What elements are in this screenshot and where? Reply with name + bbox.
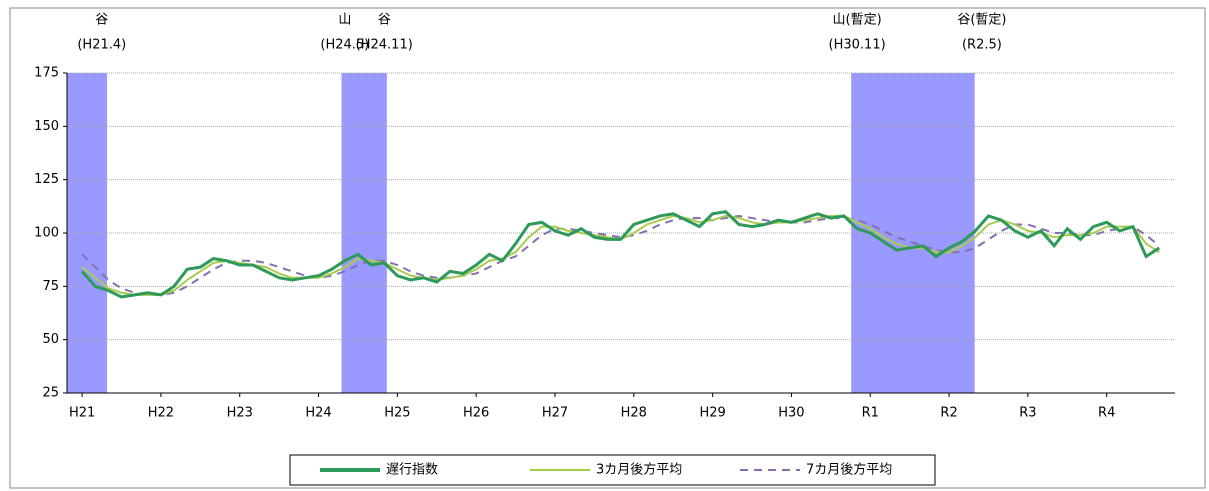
x-tick-label: H27 [542,406,568,421]
y-tick-label: 175 [34,66,59,81]
legend-label: 3カ月後方平均 [596,462,682,478]
recession-band [341,73,387,393]
y-tick-label: 25 [42,386,59,401]
x-tick-label: H25 [384,406,410,421]
legend-box [289,454,936,486]
annotation-date: (H24.5) [320,38,369,53]
x-tick-label: H24 [305,406,331,421]
legend-label: 遅行指数 [386,463,438,478]
x-tick-label: H21 [69,406,95,421]
series-line [80,210,1161,299]
annotation-mark: 谷 [95,13,108,28]
x-tick-label: R4 [1098,406,1115,421]
x-tick-label: R1 [862,406,879,421]
annotation-mark: 谷(暫定) [957,13,1006,28]
y-tick-label: 150 [34,119,59,134]
x-tick-label: H30 [778,406,804,421]
x-tick-label: R3 [1019,406,1036,421]
legend-label: 7カ月後方平均 [806,462,892,478]
frame [9,7,1206,489]
annotation-date: (R2.5) [962,38,1002,53]
annotation-mark: 谷 [378,13,391,28]
x-tick-label: H26 [463,406,489,421]
series-line [81,214,1160,296]
x-tick-label: H29 [699,406,725,421]
annotation-date: (H24.11) [356,38,413,53]
y-tick-label: 100 [34,226,59,241]
annotation-mark: 山 [338,13,351,28]
x-tick-label: H23 [227,406,253,421]
x-tick-label: H28 [621,406,647,421]
annotation-date: (H30.11) [829,38,886,53]
x-tick-label: H22 [148,406,174,421]
y-tick-label: 50 [42,332,59,347]
annotation-mark: 山(暫定) [833,13,882,28]
annotation-date: (H21.4) [77,38,126,53]
y-tick-label: 125 [34,172,59,187]
y-tick-label: 75 [42,279,59,294]
x-tick-label: R2 [940,406,957,421]
